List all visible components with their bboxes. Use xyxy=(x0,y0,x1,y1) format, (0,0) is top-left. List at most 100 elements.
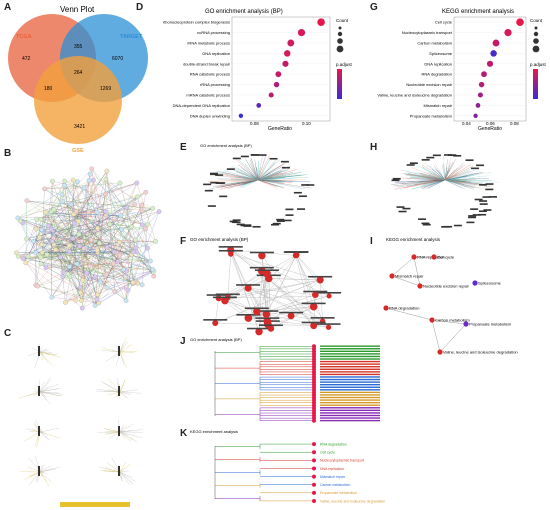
network-edge xyxy=(40,208,153,265)
module-edge xyxy=(119,423,134,433)
network-node xyxy=(143,226,148,232)
cnet-gene-label xyxy=(258,154,267,156)
module-edge xyxy=(119,463,132,473)
network-edge xyxy=(51,181,53,211)
cnet-edge xyxy=(444,170,475,181)
venn-count: 6070 xyxy=(112,56,123,62)
network-edge xyxy=(41,244,69,275)
network-node xyxy=(121,267,126,272)
emap-edge xyxy=(224,279,321,301)
venn-count: 472 xyxy=(22,56,31,62)
emap-node xyxy=(228,251,234,257)
y-tick-label: DNA-dependent DNA replication xyxy=(173,103,230,108)
network-node xyxy=(125,287,131,293)
tree-term-label: DNA replication xyxy=(320,467,344,471)
cnet-edge xyxy=(230,166,259,181)
panel-label-a: A xyxy=(4,2,12,13)
cnet-edge xyxy=(232,179,259,181)
network-edge xyxy=(26,200,98,213)
emap-label xyxy=(254,269,279,272)
network-edge xyxy=(78,208,153,235)
tree-term-label: Propanoate metabolism xyxy=(320,491,357,495)
emap-node-label: Cell cycle xyxy=(437,255,455,260)
network-node xyxy=(17,218,23,224)
y-tick-label: Mismatch repair xyxy=(424,103,453,108)
emap-label xyxy=(249,266,274,269)
network-node xyxy=(111,261,116,266)
network-edge xyxy=(109,215,121,225)
network-node xyxy=(103,191,109,197)
cnet-edge xyxy=(257,167,276,181)
network-edge xyxy=(40,204,72,220)
cnet-gene-label xyxy=(301,184,310,186)
emap-label xyxy=(317,291,342,294)
network-edge xyxy=(63,246,80,273)
y-tick-label: rRNA processing xyxy=(200,82,230,87)
emap-label xyxy=(310,317,335,319)
cnet-edge xyxy=(406,178,446,181)
network-edge xyxy=(46,205,142,255)
cnet-gene-label xyxy=(409,162,418,164)
network-edge xyxy=(52,214,75,242)
network-node xyxy=(139,208,145,214)
network-edge xyxy=(64,185,120,243)
emap-edge xyxy=(266,273,314,326)
emap-edge xyxy=(227,297,257,312)
go-tree-plot: GO enrichment analysis (BP) xyxy=(190,337,380,423)
module-edge xyxy=(39,471,50,487)
module-edge xyxy=(39,382,44,393)
network-node xyxy=(88,237,94,243)
network-node xyxy=(86,209,92,215)
cnet-gene-label xyxy=(482,196,491,198)
emap-label xyxy=(236,284,261,286)
cnet-gene-label xyxy=(466,221,475,224)
module-edge xyxy=(39,430,43,433)
module-edge xyxy=(119,471,135,482)
module-edge xyxy=(119,431,128,436)
cnet-edge xyxy=(244,163,259,181)
data-point xyxy=(275,71,282,78)
y-tick-label: Propanoate metabolism xyxy=(410,113,453,118)
emap-node xyxy=(325,324,332,330)
network-node xyxy=(94,297,100,302)
cnet-gene-label xyxy=(406,164,415,166)
cnet-edge xyxy=(257,179,305,190)
cnet-gene-label xyxy=(478,210,487,213)
cnet-edge xyxy=(444,175,468,181)
module-edge xyxy=(39,349,49,353)
network-node xyxy=(134,180,140,186)
network-node xyxy=(67,243,72,248)
network-node xyxy=(43,209,49,215)
emap-title: KEGG enrichment analysis xyxy=(386,237,441,242)
cnet-edge xyxy=(444,179,492,185)
tree-term-label xyxy=(320,389,380,391)
network-node xyxy=(117,252,123,258)
cnet-edge xyxy=(433,172,446,181)
tree-term-label xyxy=(320,358,380,360)
cnet-gene-label xyxy=(252,225,261,228)
cnet-edge xyxy=(444,179,474,189)
emap-label xyxy=(255,317,280,319)
emap-node xyxy=(267,325,275,332)
network-edge xyxy=(82,226,132,309)
emap-edge xyxy=(227,253,232,298)
tree-term-label: Cell cycle xyxy=(320,451,335,455)
cnet-edge xyxy=(238,159,259,181)
network-node xyxy=(94,247,100,253)
cnet-edge xyxy=(257,166,262,181)
module-edge xyxy=(39,351,49,363)
tree-term-label xyxy=(320,360,380,363)
cnet-edge xyxy=(217,175,259,181)
cnet-gene-label xyxy=(396,206,405,208)
tree-term-label xyxy=(320,396,380,399)
module-edge xyxy=(107,378,121,393)
network-edge xyxy=(17,181,78,219)
tree-term-label xyxy=(320,376,380,378)
network-edge xyxy=(41,228,146,230)
emap-edge xyxy=(431,319,467,325)
emap-label xyxy=(218,246,243,248)
panel-label-g: G xyxy=(370,2,378,13)
emap-node xyxy=(312,291,319,299)
network-edge xyxy=(62,204,72,277)
network-edge xyxy=(35,252,151,262)
